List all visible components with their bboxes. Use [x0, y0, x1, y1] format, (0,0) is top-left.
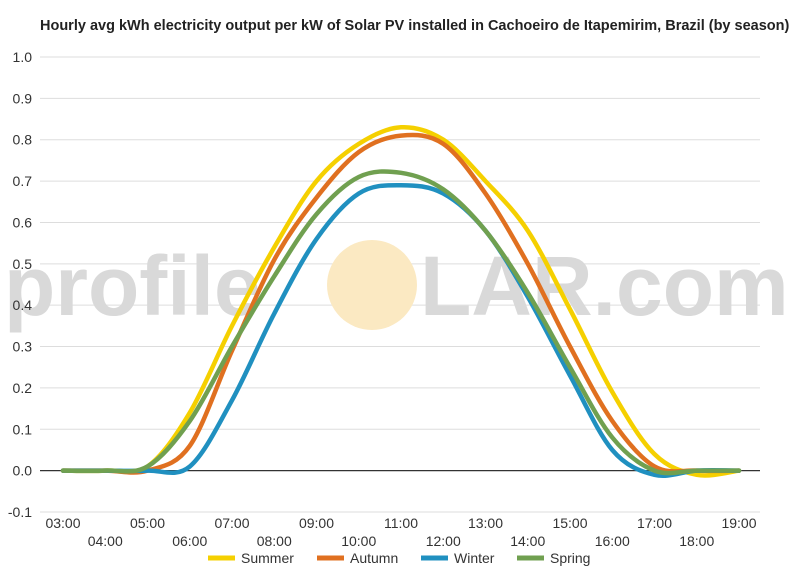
x-tick-label: 10:00 [341, 533, 376, 549]
x-tick-label: 17:00 [637, 515, 672, 531]
y-tick-label: -0.1 [8, 504, 32, 520]
x-tick-label: 14:00 [510, 533, 545, 549]
watermark-text-right: LAR.com [420, 239, 789, 333]
x-tick-label: 09:00 [299, 515, 334, 531]
x-tick-label: 03:00 [45, 515, 80, 531]
y-tick-label: 0.1 [13, 421, 33, 437]
y-tick-label: 1.0 [13, 49, 33, 65]
legend-label-winter: Winter [454, 550, 495, 566]
y-axis-ticks: 1.0 0.9 0.8 0.7 0.6 0.5 0.4 0.3 0.2 0.1 0.0 -0.1 [8, 49, 32, 520]
x-tick-label: 07:00 [214, 515, 249, 531]
x-tick-label: 08:00 [257, 533, 292, 549]
x-tick-label: 12:00 [426, 533, 461, 549]
y-tick-label: 0.0 [13, 463, 33, 479]
legend-label-summer: Summer [241, 550, 294, 566]
x-tick-label: 16:00 [595, 533, 630, 549]
x-tick-label: 13:00 [468, 515, 503, 531]
y-tick-label: 0.6 [13, 214, 33, 230]
watermark: profile LAR.com [4, 239, 789, 333]
y-tick-label: 0.7 [13, 173, 33, 189]
series-line-summer [60, 125, 742, 478]
x-axis-ticks: 03:00 04:00 05:00 06:00 07:00 08:00 09:00 10:00… [45, 515, 756, 549]
y-tick-label: 0.5 [13, 256, 33, 272]
legend-label-autumn: Autumn [350, 550, 398, 566]
x-tick-label: 18:00 [679, 533, 714, 549]
y-tick-label: 0.9 [13, 90, 33, 106]
x-tick-label: 06:00 [172, 533, 207, 549]
watermark-sun-icon [327, 240, 417, 330]
series-line-winter [60, 182, 742, 478]
x-tick-label: 15:00 [552, 515, 587, 531]
y-tick-label: 0.3 [13, 339, 33, 355]
x-tick-label: 04:00 [88, 533, 123, 549]
x-tick-label: 19:00 [721, 515, 756, 531]
chart-title: Hourly avg kWh electricity output per kW… [40, 18, 790, 34]
y-tick-label: 0.4 [13, 297, 33, 313]
legend-label-spring: Spring [550, 550, 590, 566]
y-tick-label: 0.2 [13, 380, 33, 396]
series-line-spring [60, 169, 742, 476]
x-tick-label: 11:00 [384, 515, 418, 531]
x-tick-label: 05:00 [130, 515, 165, 531]
series-lines [60, 125, 742, 478]
watermark-text-left: profile [4, 239, 261, 333]
series-line-autumn [60, 132, 742, 475]
y-tick-label: 0.8 [13, 132, 33, 148]
legend: Summer Autumn Winter Spring [208, 550, 590, 566]
